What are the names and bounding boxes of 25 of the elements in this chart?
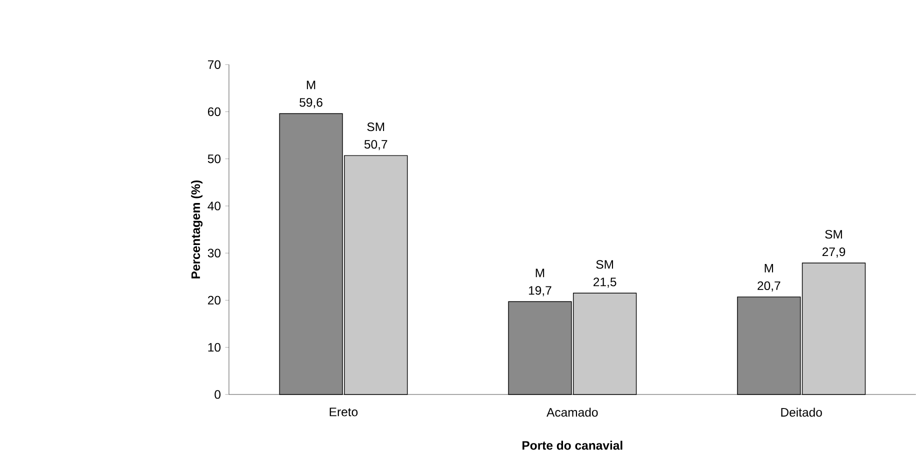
y-tick-label: 60 <box>208 107 220 116</box>
text: M <box>764 264 774 272</box>
text: SM <box>596 260 614 269</box>
y-axis-title: Percentagem (%) <box>191 180 203 278</box>
y-tick-label: 20 <box>208 296 220 305</box>
y-tick-label: 30 <box>208 248 220 258</box>
y-tick-label: 0 <box>214 390 221 399</box>
series-label: SM <box>367 122 384 132</box>
text: M <box>306 80 316 90</box>
data-label: 59,6 <box>300 98 322 108</box>
x-tick-label: Deitado <box>781 408 822 417</box>
text: SM <box>825 230 842 239</box>
data-label: 19,7 <box>528 286 552 296</box>
y-tick-label: 10 <box>208 343 220 352</box>
x-axis-title: Porte do canavial <box>522 440 622 450</box>
y-tick-label: 70 <box>208 60 220 69</box>
y-tick-label: 50 <box>208 154 220 164</box>
data-label: 20,7 <box>758 281 780 292</box>
data-label: 27,9 <box>822 248 846 258</box>
data-label: 50,7 <box>364 140 388 150</box>
series-label: M <box>536 268 544 278</box>
data-label: 21,5 <box>594 278 616 288</box>
x-tick-label: Acamado <box>546 408 598 417</box>
x-tick-label: Ereto <box>330 408 358 416</box>
y-tick-label: 40 <box>208 202 220 210</box>
